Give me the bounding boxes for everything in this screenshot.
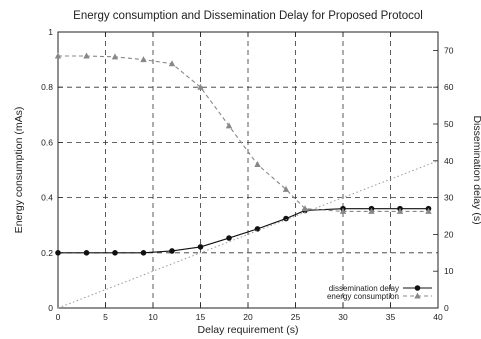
data-point	[83, 52, 90, 59]
series-line	[58, 55, 429, 212]
x-tick-label: 40	[433, 312, 443, 322]
data-point	[169, 248, 175, 254]
y-right-tick-label: 40	[444, 156, 454, 166]
x-tick-label: 10	[148, 312, 158, 322]
y-right-tick-label: 50	[444, 119, 454, 129]
y-right-tick-label: 60	[444, 82, 454, 92]
series-line	[58, 208, 429, 254]
y-left-tick-label: 0.8	[41, 82, 53, 92]
data-point	[111, 53, 119, 60]
series-group	[54, 52, 439, 309]
data-point	[226, 235, 232, 241]
data-point	[414, 285, 421, 291]
y-axis-right-label: Dissemination delay (s)	[471, 115, 481, 224]
data-point	[339, 207, 347, 214]
y-right-tick-label: 0	[444, 303, 449, 313]
x-tick-label: 5	[103, 312, 108, 322]
y-axis-left: 0 0.2 0.4 0.6 0.8 1	[41, 27, 63, 313]
x-tick-label: 20	[243, 312, 253, 322]
data-point	[425, 207, 432, 214]
x-axis: 0 5 10 15 20 25 30 35 40	[56, 32, 443, 322]
x-axis-label: Delay requirement (s)	[198, 324, 299, 336]
data-point	[396, 207, 404, 214]
y-right-tick-label: 20	[444, 229, 454, 239]
y-axis-right: 0 10 20 30 40 50 60 70	[433, 45, 454, 313]
y-right-tick-label: 30	[444, 193, 454, 203]
data-point	[254, 226, 261, 232]
y-left-tick-label: 0.4	[41, 193, 53, 203]
data-point	[197, 244, 204, 250]
y-axis-left-label: Energy consumption (mAs)	[13, 107, 25, 234]
data-point	[254, 160, 261, 167]
y-left-tick-label: 0	[48, 303, 53, 313]
data-point	[83, 250, 90, 256]
x-tick-label: 30	[338, 312, 348, 322]
x-tick-label: 15	[196, 312, 206, 322]
y-right-tick-label: 10	[444, 266, 454, 276]
data-point	[282, 185, 290, 192]
data-point	[368, 207, 375, 214]
grid	[58, 32, 438, 308]
data-point	[225, 122, 233, 129]
data-point	[140, 250, 147, 256]
data-point	[54, 52, 62, 59]
data-point	[197, 83, 204, 90]
y-right-tick-label: 70	[444, 45, 454, 55]
x-tick-label: 0	[56, 312, 61, 322]
data-point	[55, 250, 61, 256]
data-point	[283, 215, 289, 222]
data-point	[112, 250, 118, 256]
y-left-tick-label: 0.6	[41, 137, 53, 147]
data-point	[414, 292, 421, 299]
y-left-tick-label: 1	[48, 27, 53, 37]
y-left-tick-label: 0.2	[41, 248, 53, 258]
data-point	[168, 60, 176, 67]
chart-title: Energy consumption and Dissemination Del…	[73, 10, 423, 22]
data-point	[301, 205, 309, 212]
x-tick-label: 35	[386, 312, 396, 322]
legend-label: energy consumption	[327, 292, 399, 301]
data-point	[140, 56, 147, 63]
legend-label: dissemination delay	[329, 284, 399, 293]
x-tick-label: 25	[291, 312, 301, 322]
